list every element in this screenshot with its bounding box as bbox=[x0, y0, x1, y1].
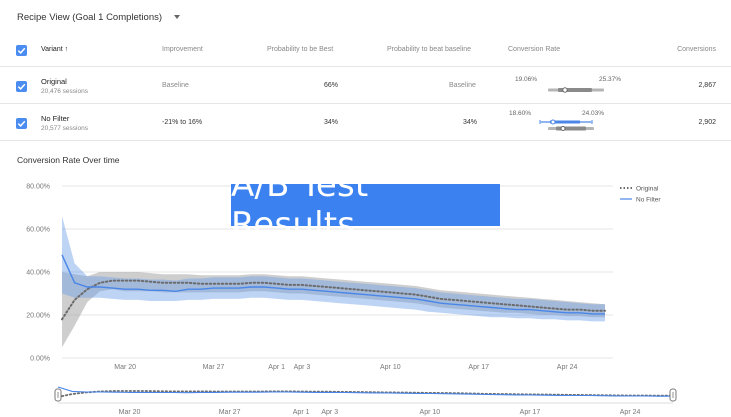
variant-cell: No Filter 20,577 sessions bbox=[41, 114, 88, 132]
navigator-tick-label: Apr 3 bbox=[321, 409, 338, 416]
navigator-tick-label: Apr 1 bbox=[293, 409, 310, 416]
improvement-value: -21% to 16% bbox=[162, 119, 203, 126]
navigator-series-line bbox=[57, 386, 673, 397]
y-tick-label: 0.00% bbox=[30, 356, 50, 363]
variant-sessions: 20,476 sessions bbox=[41, 88, 88, 95]
column-header-prob-beat: Probability to beat baseline bbox=[387, 46, 472, 53]
table-row-no-filter: No Filter 20,577 sessions -21% to 16% 34… bbox=[0, 104, 731, 141]
navigator-tick-label: Apr 17 bbox=[520, 409, 541, 416]
legend-label: Original bbox=[636, 186, 659, 193]
column-label-variant: Variant bbox=[41, 46, 63, 53]
recipe-view-dropdown[interactable]: Recipe View (Goal 1 Completions) bbox=[17, 6, 181, 28]
y-tick-label: 80.00% bbox=[26, 184, 50, 191]
x-tick-label: Apr 3 bbox=[294, 364, 311, 371]
prob-best-value: 66% bbox=[324, 82, 339, 89]
navigator-series-line bbox=[57, 390, 674, 398]
table-header-row: Variant ↑ Improvement Probability to be … bbox=[0, 34, 731, 67]
variant-checkbox-no-filter[interactable] bbox=[16, 118, 27, 129]
table-row-original: Original 20,476 sessions Baseline 66% Ba… bbox=[0, 67, 731, 104]
variant-checkbox-original[interactable] bbox=[16, 81, 27, 92]
variant-name: Original bbox=[41, 77, 67, 86]
prob-beat-value: 34% bbox=[463, 119, 478, 126]
confidence-band bbox=[62, 216, 605, 322]
check-icon bbox=[17, 47, 26, 54]
x-tick-label: Apr 24 bbox=[557, 364, 578, 371]
column-header-prob-best: Probability to be Best bbox=[267, 46, 334, 53]
ci-high-value: 25.37% bbox=[599, 76, 622, 83]
series-line bbox=[61, 279, 606, 321]
series-line bbox=[61, 254, 605, 315]
ci-bar-no-filter bbox=[539, 119, 594, 131]
check-icon bbox=[17, 83, 26, 90]
caret-down-icon bbox=[174, 15, 181, 19]
sort-ascending-icon: ↑ bbox=[64, 46, 69, 53]
column-header-variant[interactable]: Variant ↑ bbox=[41, 46, 68, 53]
prob-beat-value: Baseline bbox=[449, 82, 476, 89]
column-header-conversion-rate: Conversion Rate bbox=[508, 46, 561, 53]
navigator-tick-label: Apr 10 bbox=[420, 409, 441, 416]
ci-low-value: 18.60% bbox=[509, 110, 532, 117]
variant-name: No Filter bbox=[41, 114, 70, 123]
x-tick-label: Apr 17 bbox=[468, 364, 489, 371]
navigator-tick-label: Mar 20 bbox=[119, 409, 141, 416]
column-header-improvement: Improvement bbox=[162, 46, 203, 53]
ci-low-value: 19.06% bbox=[515, 76, 538, 83]
banner-text: A/B Test Results bbox=[231, 165, 369, 245]
x-tick-label: Apr 1 bbox=[268, 364, 285, 371]
navigator-tick-label: Apr 24 bbox=[620, 409, 641, 416]
confidence-band bbox=[62, 272, 605, 348]
variant-cell: Original 20,476 sessions bbox=[41, 77, 88, 95]
ci-bar-original bbox=[548, 87, 604, 93]
column-header-conversions: Conversions bbox=[677, 46, 716, 53]
select-all-checkbox[interactable] bbox=[16, 45, 27, 56]
y-tick-label: 20.00% bbox=[26, 313, 50, 320]
chart-title: Conversion Rate Over time bbox=[17, 155, 120, 165]
navigator-tick-label: Mar 27 bbox=[219, 409, 241, 416]
ab-test-results-banner: A/B Test Results bbox=[231, 165, 500, 245]
legend-label: No Filter bbox=[636, 197, 661, 204]
prob-best-value: 34% bbox=[324, 119, 339, 126]
x-tick-label: Mar 20 bbox=[114, 364, 136, 371]
x-tick-label: Mar 27 bbox=[203, 364, 225, 371]
conversion-rate-chart: 0.00% 20.00% 40.00% 60.00% 80.00% Mar 20 Mar 2… bbox=[26, 184, 677, 416]
conversions-value: 2,867 bbox=[698, 82, 716, 89]
variant-sessions: 20,577 sessions bbox=[41, 125, 88, 132]
conversions-value: 2,902 bbox=[698, 119, 716, 126]
check-icon bbox=[17, 120, 26, 127]
improvement-value: Baseline bbox=[162, 82, 189, 89]
x-tick-label: Apr 10 bbox=[380, 364, 401, 371]
y-tick-label: 60.00% bbox=[26, 227, 50, 234]
ci-high-value: 24.03% bbox=[582, 110, 605, 117]
y-tick-label: 40.00% bbox=[26, 270, 50, 277]
recipe-view-label: Recipe View (Goal 1 Completions) bbox=[17, 11, 163, 23]
